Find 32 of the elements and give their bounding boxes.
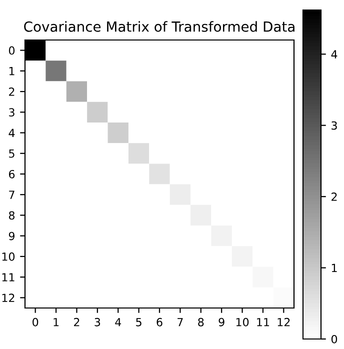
x-tick-label: 11 bbox=[257, 318, 270, 326]
color-bar-label: 3 bbox=[332, 121, 337, 130]
y-tick-label: 9 bbox=[8, 232, 14, 240]
x-tick-label: 6 bbox=[156, 318, 162, 326]
y-tick-label: 2 bbox=[9, 88, 14, 96]
x-tick-label: 5 bbox=[136, 318, 142, 326]
x-tick-label: 0 bbox=[32, 318, 38, 326]
y-tick-label: 8 bbox=[8, 211, 15, 220]
y-tick-label: 10 bbox=[2, 252, 15, 261]
x-tick-label: 7 bbox=[178, 318, 183, 326]
y-tick-label: 0 bbox=[8, 46, 15, 55]
x-tick-label: 8 bbox=[198, 318, 204, 326]
x-tick-label: 3 bbox=[94, 318, 100, 326]
color-bar-label: 2 bbox=[332, 192, 337, 201]
y-tick-label: 4 bbox=[8, 128, 15, 137]
color-bar-label: 0 bbox=[331, 334, 338, 344]
x-tick-label: 10 bbox=[236, 318, 249, 326]
color-bar-label: 4 bbox=[331, 50, 338, 58]
x-tick-label: 1 bbox=[54, 318, 59, 326]
color-bar-label: 1 bbox=[332, 264, 337, 272]
chart-title: Covariance Matrix of Transformed Data bbox=[24, 21, 294, 32]
y-tick-label: 6 bbox=[8, 170, 15, 178]
x-tick-label: 12 bbox=[278, 318, 290, 326]
y-tick-label: 11 bbox=[2, 273, 14, 282]
x-tick-label: 2 bbox=[74, 318, 80, 326]
x-tick-label: 9 bbox=[218, 318, 224, 326]
x-tick-label: 4 bbox=[115, 318, 122, 326]
y-tick-label: 3 bbox=[9, 108, 14, 117]
y-tick-label: 5 bbox=[9, 150, 14, 158]
y-tick-label: 1 bbox=[9, 67, 14, 76]
y-tick-label: 12 bbox=[2, 294, 14, 302]
y-tick-label: 7 bbox=[9, 190, 14, 199]
